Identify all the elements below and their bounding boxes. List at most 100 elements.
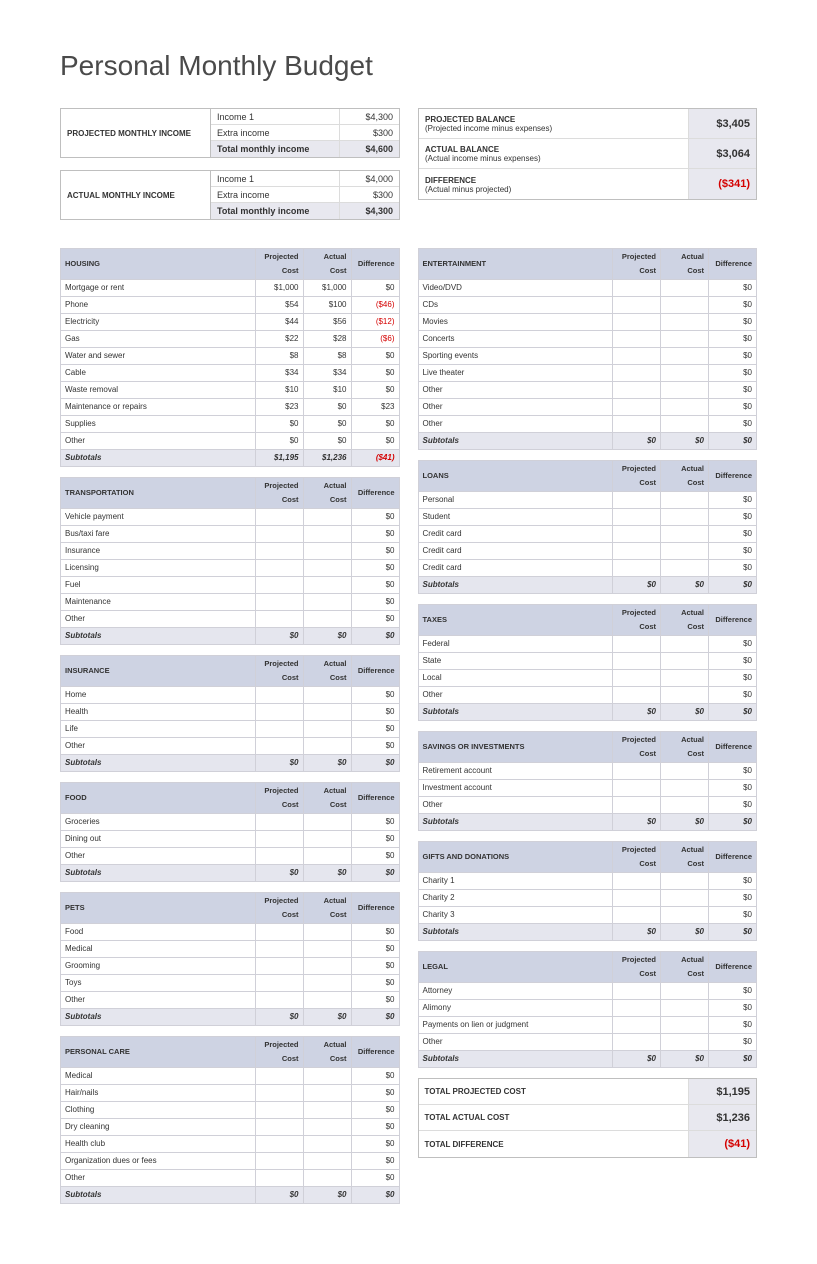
- row-label: Groceries: [61, 814, 256, 831]
- row-projected: [613, 560, 661, 577]
- total-value: ($41): [688, 1131, 756, 1157]
- income-total-value: $4,300: [339, 203, 399, 219]
- table-row: Sporting events$0: [418, 348, 757, 365]
- row-label: Other: [61, 848, 256, 865]
- income-row-label: Income 1: [211, 109, 339, 124]
- row-projected: [613, 780, 661, 797]
- total-label: TOTAL PROJECTED COST: [419, 1087, 689, 1096]
- row-actual: [303, 509, 351, 526]
- balance-column: PROJECTED BALANCE(Projected income minus…: [418, 108, 757, 232]
- row-projected: [613, 1017, 661, 1034]
- total-value: $1,195: [688, 1079, 756, 1104]
- row-projected: [255, 611, 303, 628]
- balance-title: PROJECTED BALANCE: [425, 115, 515, 124]
- subtotal-actual: $0: [303, 628, 351, 645]
- row-difference: $0: [709, 314, 757, 331]
- row-actual: [303, 958, 351, 975]
- subtotal-row: Subtotals$0$0$0: [61, 1187, 400, 1204]
- subtotal-difference: $0: [709, 704, 757, 721]
- row-actual: [661, 907, 709, 924]
- subtotal-label: Subtotals: [418, 704, 613, 721]
- row-projected: [613, 873, 661, 890]
- table-row: Other$0: [418, 687, 757, 704]
- row-difference: $0: [351, 975, 399, 992]
- subtotal-actual: $0: [661, 814, 709, 831]
- table-row: Food$0: [61, 924, 400, 941]
- balance-subtitle: (Projected income minus expenses): [425, 124, 688, 133]
- table-row: Other$0: [61, 611, 400, 628]
- table-row: Other$0: [418, 797, 757, 814]
- subtotal-difference: $0: [351, 1187, 399, 1204]
- totals-row: TOTAL DIFFERENCE($41): [419, 1131, 757, 1157]
- subtotal-actual: $0: [661, 704, 709, 721]
- col-actual: Actual Cost: [303, 783, 351, 814]
- row-difference: $0: [709, 365, 757, 382]
- col-actual: Actual Cost: [661, 249, 709, 280]
- row-projected: [255, 941, 303, 958]
- balance-title: ACTUAL BALANCE: [425, 145, 499, 154]
- row-actual: [303, 848, 351, 865]
- income-row-label: Extra income: [211, 187, 339, 202]
- col-projected: Projected Cost: [613, 842, 661, 873]
- subtotal-row: Subtotals$0$0$0: [61, 865, 400, 882]
- row-label: Retirement account: [418, 763, 613, 780]
- income-row: Extra income$300: [211, 187, 399, 203]
- row-label: Mortgage or rent: [61, 280, 256, 297]
- row-projected: [613, 348, 661, 365]
- row-projected: [255, 704, 303, 721]
- col-projected: Projected Cost: [613, 605, 661, 636]
- row-difference: $0: [709, 297, 757, 314]
- subtotal-label: Subtotals: [61, 450, 256, 467]
- row-label: Personal: [418, 492, 613, 509]
- row-difference: $0: [351, 509, 399, 526]
- row-projected: [255, 992, 303, 1009]
- row-actual: $56: [303, 314, 351, 331]
- income-row: Extra income$300: [211, 125, 399, 141]
- row-actual: [303, 704, 351, 721]
- subtotal-actual: $0: [661, 1051, 709, 1068]
- subtotal-row: Subtotals$0$0$0: [61, 755, 400, 772]
- row-actual: [661, 365, 709, 382]
- row-actual: [661, 526, 709, 543]
- subtotal-actual: $1,236: [303, 450, 351, 467]
- category-table: PETSProjected CostActual CostDifferenceF…: [60, 892, 400, 1026]
- category-name: PETS: [61, 893, 256, 924]
- row-actual: [661, 797, 709, 814]
- table-row: Charity 2$0: [418, 890, 757, 907]
- row-label: Charity 3: [418, 907, 613, 924]
- row-difference: $0: [709, 780, 757, 797]
- actual-income-box: ACTUAL MONTHLY INCOME Income 1$4,000Extr…: [60, 170, 400, 220]
- subtotal-projected: $0: [613, 1051, 661, 1068]
- row-difference: $0: [351, 1153, 399, 1170]
- income-total-row: Total monthly income$4,600: [211, 141, 399, 157]
- subtotal-projected: $0: [255, 1009, 303, 1026]
- row-label: Electricity: [61, 314, 256, 331]
- table-row: Supplies$0$0$0: [61, 416, 400, 433]
- row-label: Maintenance or repairs: [61, 399, 256, 416]
- total-label: TOTAL ACTUAL COST: [419, 1113, 689, 1122]
- row-label: CDs: [418, 297, 613, 314]
- row-label: Other: [418, 399, 613, 416]
- row-label: Federal: [418, 636, 613, 653]
- subtotal-label: Subtotals: [418, 1051, 613, 1068]
- row-projected: [613, 365, 661, 382]
- table-row: Organization dues or fees$0: [61, 1153, 400, 1170]
- income-row-label: Income 1: [211, 171, 339, 186]
- row-label: Movies: [418, 314, 613, 331]
- row-label: Credit card: [418, 526, 613, 543]
- row-difference: $0: [351, 611, 399, 628]
- row-actual: [303, 1085, 351, 1102]
- table-row: CDs $0: [418, 297, 757, 314]
- row-difference: $0: [709, 983, 757, 1000]
- table-row: Video/DVD$0: [418, 280, 757, 297]
- row-actual: [303, 687, 351, 704]
- col-actual: Actual Cost: [661, 952, 709, 983]
- row-actual: [661, 780, 709, 797]
- row-label: Supplies: [61, 416, 256, 433]
- row-actual: $0: [303, 416, 351, 433]
- row-difference: $0: [351, 543, 399, 560]
- table-row: Life$0: [61, 721, 400, 738]
- row-actual: [303, 543, 351, 560]
- row-projected: [255, 687, 303, 704]
- row-difference: $0: [351, 594, 399, 611]
